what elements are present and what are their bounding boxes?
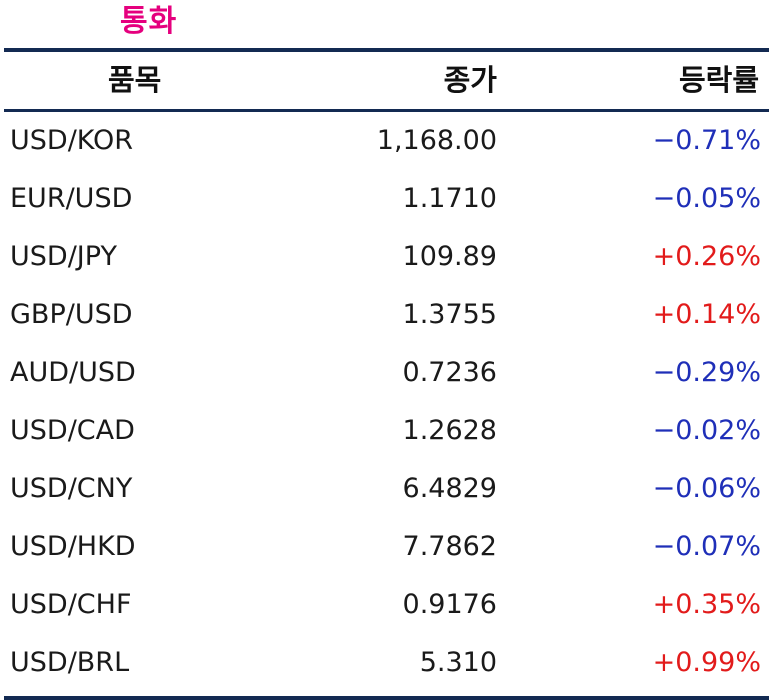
table-row: USD/KOR 1,168.00 −0.71% (4, 112, 769, 170)
change-value: −0.07% (652, 531, 761, 562)
table-row: USD/JPY 109.89 +0.26% (4, 228, 769, 286)
close-value: 6.4829 (402, 473, 497, 504)
close-value: 109.89 (402, 241, 497, 272)
close-value: 0.9176 (402, 589, 497, 620)
header-change: 등락률 (678, 63, 759, 97)
close-value: 5.310 (419, 647, 497, 678)
currency-pair: USD/HKD (10, 531, 136, 562)
close-value: 1.1710 (402, 183, 497, 214)
currency-pair: USD/JPY (10, 241, 117, 272)
change-value: +0.99% (652, 647, 761, 678)
change-value: −0.29% (652, 357, 761, 388)
currency-pair: USD/CNY (10, 473, 133, 504)
header-close: 종가 (443, 63, 497, 97)
table-row: USD/HKD 7.7862 −0.07% (4, 518, 769, 576)
section-title: 통화 (120, 4, 178, 39)
close-value: 0.7236 (402, 357, 497, 388)
change-value: −0.71% (652, 125, 761, 156)
table-header-row: 품목 종가 등락률 (4, 52, 769, 109)
table-row: USD/CAD 1.2628 −0.02% (4, 402, 769, 460)
change-value: −0.02% (652, 415, 761, 446)
currency-pair: USD/BRL (10, 647, 130, 678)
currency-pair: USD/KOR (10, 125, 134, 156)
currency-pair: USD/CAD (10, 415, 135, 446)
close-value: 7.7862 (402, 531, 497, 562)
table-row: AUD/USD 0.7236 −0.29% (4, 344, 769, 402)
table-row: USD/BRL 5.310 +0.99% (4, 634, 769, 692)
table-row: GBP/USD 1.3755 +0.14% (4, 286, 769, 344)
change-value: +0.26% (652, 241, 761, 272)
table-row: USD/CHF 0.9176 +0.35% (4, 576, 769, 634)
currency-table: 품목 종가 등락률 USD/KOR 1,168.00 −0.71% EUR/US… (4, 48, 769, 700)
change-value: +0.14% (652, 299, 761, 330)
change-value: −0.05% (652, 183, 761, 214)
table-top-rule (4, 48, 769, 52)
close-value: 1.2628 (402, 415, 497, 446)
header-item: 품목 (108, 63, 162, 97)
close-value: 1,168.00 (376, 125, 497, 156)
change-value: −0.06% (652, 473, 761, 504)
currency-pair: EUR/USD (10, 183, 133, 214)
currency-pair: USD/CHF (10, 589, 132, 620)
table-header-rule (4, 109, 769, 112)
currency-pair: AUD/USD (10, 357, 136, 388)
change-value: +0.35% (652, 589, 761, 620)
table-row: USD/CNY 6.4829 −0.06% (4, 460, 769, 518)
table-row: EUR/USD 1.1710 −0.05% (4, 170, 769, 228)
close-value: 1.3755 (402, 299, 497, 330)
currency-pair: GBP/USD (10, 299, 133, 330)
